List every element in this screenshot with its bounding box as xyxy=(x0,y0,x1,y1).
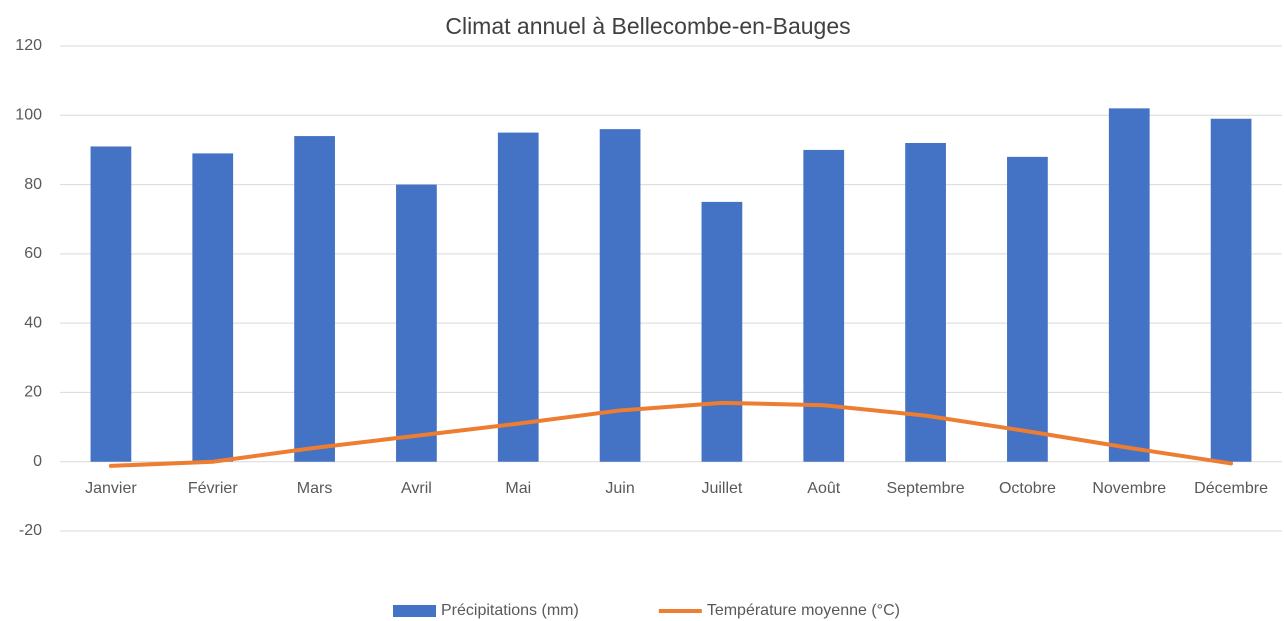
y-tick-label: 60 xyxy=(24,245,42,262)
bar xyxy=(1007,156,1048,462)
bar xyxy=(803,149,845,462)
x-tick-label: Mai xyxy=(505,480,531,497)
bar xyxy=(1210,118,1252,462)
y-tick-label: 20 xyxy=(24,384,42,401)
y-tick-label: 80 xyxy=(24,176,42,193)
x-tick-label: Décembre xyxy=(1194,480,1268,497)
x-tick-label: Août xyxy=(807,480,840,497)
legend-label: Température moyenne (°C) xyxy=(707,602,900,619)
bar xyxy=(192,153,234,462)
bar xyxy=(497,132,539,462)
bar xyxy=(90,146,132,462)
y-tick-label: 40 xyxy=(24,314,42,331)
legend-label: Précipitations (mm) xyxy=(441,602,579,619)
y-tick-label: 120 xyxy=(15,37,42,54)
x-tick-label: Octobre xyxy=(999,480,1056,497)
y-tick-label: 100 xyxy=(15,107,42,124)
x-tick-label: Janvier xyxy=(85,480,137,497)
y-tick-label: 0 xyxy=(33,453,42,470)
x-tick-label: Mars xyxy=(297,480,333,497)
x-tick-label: Novembre xyxy=(1092,480,1166,497)
bar xyxy=(1108,108,1150,462)
legend-swatch xyxy=(393,605,436,617)
bar xyxy=(396,184,437,462)
chart-title: Climat annuel à Bellecombe-en-Bauges xyxy=(445,13,850,39)
y-tick-label: -20 xyxy=(19,522,42,539)
line xyxy=(108,400,1234,468)
x-tick-label: Septembre xyxy=(886,480,964,497)
x-tick-label: Juin xyxy=(605,480,634,497)
x-tick-label: Juillet xyxy=(701,480,742,497)
bar xyxy=(599,129,641,462)
bar xyxy=(701,201,743,462)
bar xyxy=(905,143,946,462)
x-tick-label: Février xyxy=(188,480,238,497)
bar xyxy=(294,136,335,462)
x-tick-label: Avril xyxy=(401,480,432,497)
